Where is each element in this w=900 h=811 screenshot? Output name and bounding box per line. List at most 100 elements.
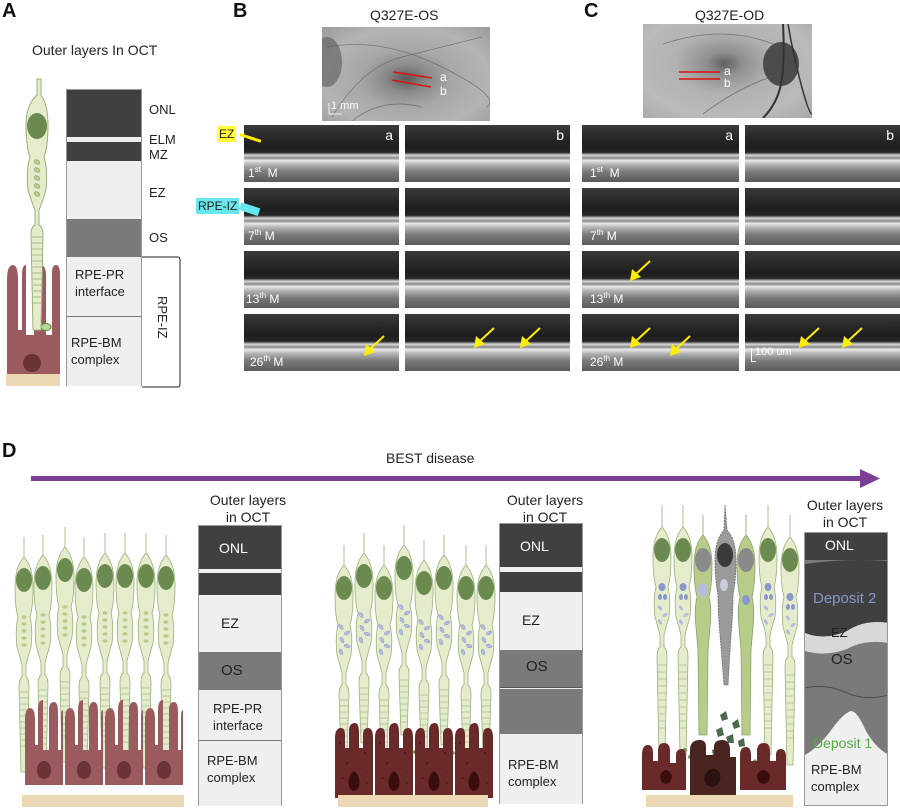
layer-mz [199, 573, 281, 595]
layer-os: OS [199, 652, 281, 690]
layer-rpe-pr-thickened [500, 689, 582, 734]
deposit1-label: Deposit 1 [813, 735, 873, 751]
bruchs-membrane [646, 795, 793, 807]
oct-c-7a: 7th M [582, 188, 739, 245]
scale-bar-vertical [751, 348, 752, 362]
timepoint-label: 1st M [248, 165, 278, 180]
stage3-oct-column: ONL Deposit 2 EZ OS Deposit 1 RPE-BM comp… [804, 532, 888, 806]
oct-c-1b: b [745, 125, 900, 182]
oct-b-1b: b [405, 125, 570, 182]
scan-line-a-label: a [724, 64, 731, 78]
scale-bar-label: 100 um [755, 346, 792, 358]
stage1-oct-column: ONL EZ OS RPE-PR interface RPE-BM complex [198, 525, 282, 806]
scale-bar-label: 1 mm [331, 100, 359, 112]
panel-c-fundus-image: a b [643, 24, 812, 118]
timepoint-label: 26th M [590, 354, 624, 369]
oct-c-26b: 100 um [745, 314, 900, 371]
col-label-b: b [886, 127, 894, 143]
oct-b-7a: 7th M [244, 188, 399, 245]
oct-c-13a: 13th M [582, 251, 739, 308]
timepoint-label: 7th M [590, 228, 617, 243]
bruchs-membrane [6, 374, 60, 386]
oct-b-13a: 13th M [244, 251, 399, 308]
stage3-title: Outer layers in OCT [806, 497, 884, 530]
ez-callout: EZ [217, 126, 237, 142]
scan-line-b-label: b [724, 76, 731, 90]
layer-onl-label: ONL [825, 537, 854, 553]
layer-mz [500, 572, 582, 592]
layer-onl: ONL [500, 524, 582, 567]
stage3-cells-illustration [642, 505, 800, 795]
yellow-arrow-icon [474, 327, 495, 348]
col-label-a: a [725, 127, 733, 143]
oct-b-1a: a 1st M [244, 125, 399, 182]
oct-b-26a: 26th M [244, 314, 399, 371]
bruchs-membrane [22, 795, 184, 807]
stage1-cells-illustration [14, 526, 183, 785]
timepoint-label: 1st M [590, 165, 620, 180]
bruchs-membrane [338, 795, 488, 807]
scan-line-b-label: b [440, 84, 447, 98]
label-os: OS [149, 230, 168, 245]
yellow-arrow-icon [364, 335, 385, 356]
rpe-iz-callout: RPE-IZ [196, 198, 240, 214]
timeline-arrowhead-icon [860, 469, 880, 488]
layer-rpe-bm-label: RPE-BM complex [811, 762, 862, 794]
layer-rpe-bm: RPE-BM complex [67, 318, 141, 386]
col-label-b: b [556, 127, 564, 143]
rpe-bm-label: RPE-BM [71, 335, 122, 350]
complex-label: complex [71, 352, 120, 367]
label-elm: ELM [149, 132, 176, 147]
oct-b-13b [405, 251, 570, 308]
panel-a-oct-column: RPE-PR interface RPE-BM complex [66, 89, 142, 386]
panel-b-letter: B [233, 0, 248, 22]
oct-c-13b [745, 251, 900, 308]
rpe-iz-bracket [142, 256, 181, 388]
timepoint-label: 13th M [590, 291, 624, 306]
label-rpe-iz: RPE-IZ [155, 296, 170, 339]
interface-label: interface [75, 284, 125, 299]
col-label-a: a [385, 127, 393, 143]
timeline-label: BEST disease [386, 450, 475, 466]
layer-ez-label: EZ [831, 625, 848, 640]
layer-ez [67, 161, 141, 219]
photoreceptor-rpe-illustration [7, 78, 60, 385]
layer-rpe-pr: RPE-PR interface [199, 690, 281, 741]
stage2-oct-column: ONL EZ OS RPE-BM complex [499, 523, 583, 804]
oct-b-26b [405, 314, 570, 371]
layer-mz [67, 142, 141, 161]
layer-rpe-pr: RPE-PR interface [67, 257, 141, 317]
layer-onl [67, 90, 141, 137]
panel-c-title: Q327E-OD [695, 7, 765, 23]
oct-c-1a: a 1st M [582, 125, 739, 182]
stage1-title: Outer layers in OCT [209, 492, 287, 525]
panel-d-letter: D [2, 440, 17, 462]
yellow-arrow-icon [520, 327, 541, 348]
layer-os [67, 219, 141, 257]
timepoint-label: 26th M [250, 354, 284, 369]
layer-onl: ONL [199, 526, 281, 569]
layer-rpe-bm: RPE-BM complex [500, 734, 582, 804]
yellow-arrow-icon [670, 335, 691, 356]
stage2-cells-illustration [334, 524, 496, 798]
oct-c-26a: 26th M [582, 314, 739, 371]
yellow-arrow-icon [630, 327, 651, 348]
layer-rpe-bm: RPE-BM complex [199, 742, 281, 806]
deposit2-label: Deposit 2 [813, 590, 877, 607]
layer-os-label: OS [831, 651, 853, 668]
scale-bar-horizontal [751, 361, 756, 362]
oct-c-7b [745, 188, 900, 245]
yellow-arrow-icon [799, 327, 820, 348]
panel-a-letter: A [2, 0, 17, 22]
panel-b-title: Q327E-OS [370, 7, 439, 23]
yellow-arrow-icon [630, 260, 651, 281]
stage2-title: Outer layers in OCT [506, 492, 584, 525]
oct-b-7b [405, 188, 570, 245]
yellow-arrow-icon [842, 327, 863, 348]
rpe-pr-label: RPE-PR [75, 267, 125, 282]
timepoint-label: 7th M [248, 228, 275, 243]
scan-line-a-label: a [440, 70, 447, 84]
layer-os: OS [500, 650, 582, 688]
label-mz: MZ [149, 147, 168, 162]
label-onl: ONL [149, 102, 176, 117]
